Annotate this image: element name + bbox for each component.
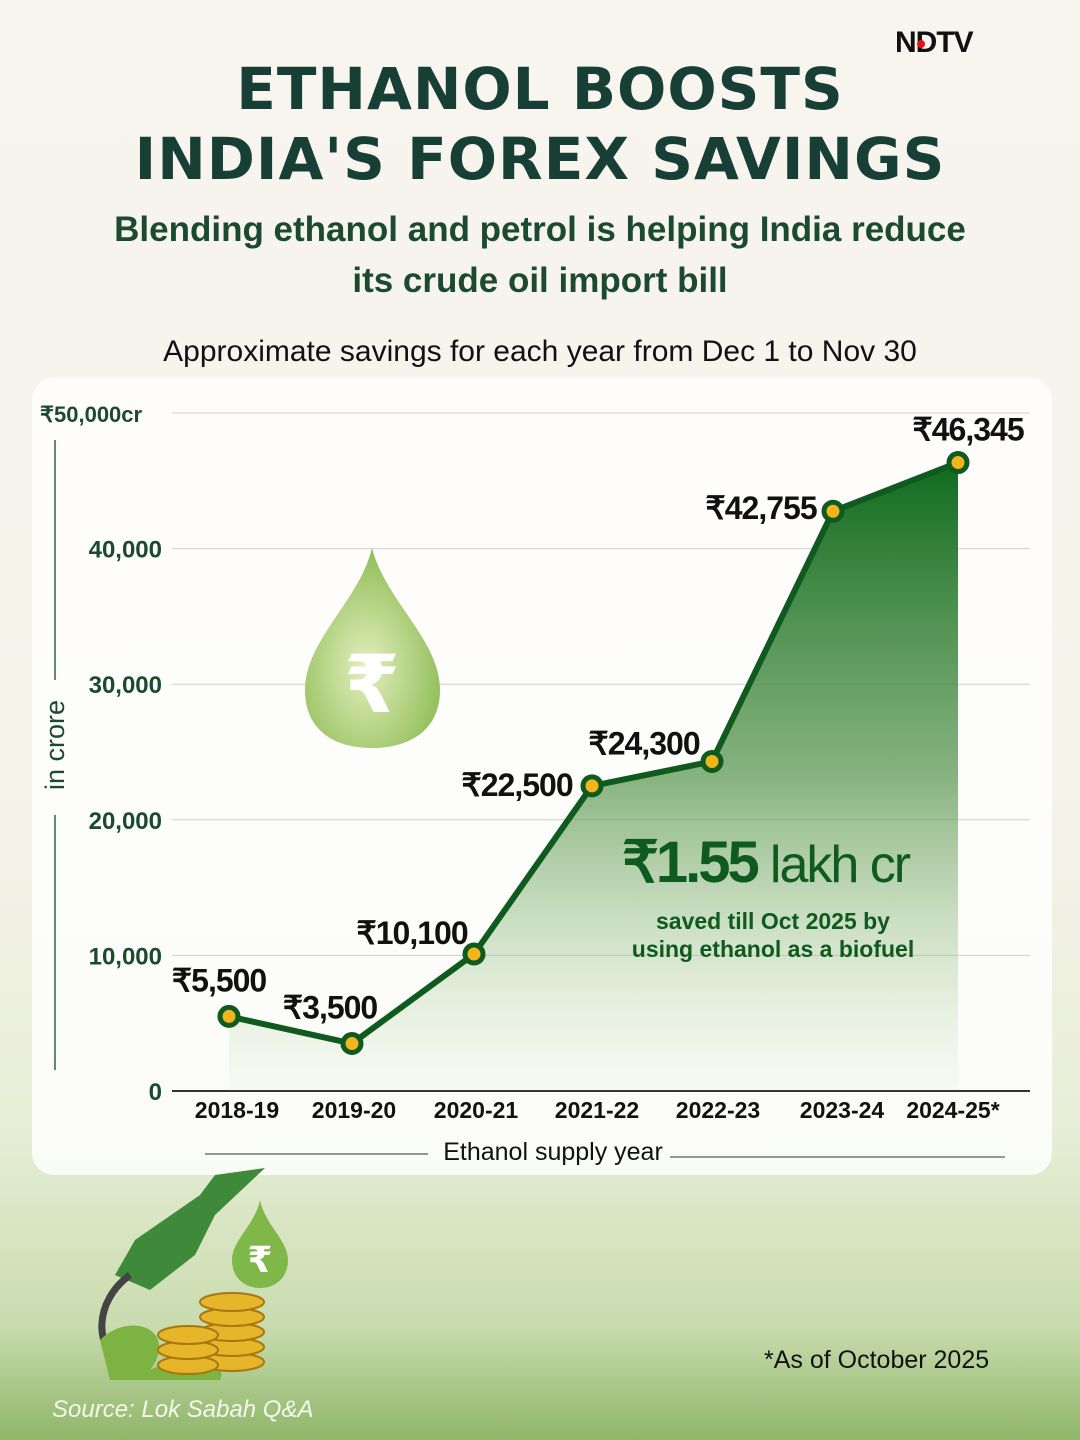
x-tick-label: 2021-22 <box>555 1097 639 1123</box>
data-label: ₹24,300 <box>588 725 699 761</box>
data-label: ₹46,345 <box>912 412 1023 448</box>
ndtv-logo: NDTV <box>895 26 974 59</box>
rupee-drop-icon: ₹ <box>305 548 440 748</box>
y-tick-label: ₹50,000cr <box>40 402 143 427</box>
total-savings-caption: saved till Oct 2025 by using ethanol as a… <box>631 908 915 962</box>
data-point <box>700 749 724 773</box>
x-axis-label: Ethanol supply year <box>443 1138 663 1166</box>
page-title: ETHANOL BOOSTS INDIA'S FOREX SAVINGS <box>134 55 946 193</box>
data-label: ₹10,100 <box>356 915 467 951</box>
y-tick-label: 40,000 <box>89 537 162 564</box>
y-axis-label: in crore <box>40 700 70 790</box>
data-point <box>462 942 486 966</box>
data-label: ₹42,755 <box>705 490 816 526</box>
y-tick-label: 0 <box>149 1079 162 1106</box>
x-tick-label: 2020-21 <box>434 1097 519 1123</box>
footnote: *As of October 2025 <box>764 1346 990 1374</box>
x-tick-label: 2023-24 <box>800 1097 885 1123</box>
data-label: ₹22,500 <box>461 767 572 803</box>
svg-text:₹: ₹ <box>247 1240 272 1281</box>
subtitle: Blending ethanol and petrol is helping I… <box>114 210 966 300</box>
data-point <box>340 1032 364 1056</box>
x-tick-label: 2022-23 <box>676 1097 760 1123</box>
y-tick-label: 10,000 <box>89 943 162 970</box>
data-point <box>821 499 845 523</box>
data-label: ₹3,500 <box>283 990 378 1026</box>
x-tick-label: 2024-25* <box>906 1097 999 1123</box>
data-point <box>946 451 970 475</box>
source: Source: Lok Sabah Q&A <box>52 1396 314 1423</box>
svg-text:₹: ₹ <box>344 638 400 731</box>
data-label: ₹5,500 <box>172 962 267 998</box>
total-savings-value: ₹1.55 lakh cr <box>622 830 911 895</box>
x-tick-label: 2018-19 <box>195 1097 279 1123</box>
y-tick-label: 20,000 <box>89 808 162 835</box>
x-tick-label: 2019-20 <box>312 1097 396 1123</box>
fuel-pump-illustration: ₹ <box>98 1168 288 1380</box>
data-point <box>217 1004 241 1028</box>
data-point <box>580 774 604 798</box>
chart-note: Approximate savings for each year from D… <box>163 335 917 368</box>
area-fill <box>229 462 958 1092</box>
y-tick-label: 30,000 <box>89 672 162 699</box>
